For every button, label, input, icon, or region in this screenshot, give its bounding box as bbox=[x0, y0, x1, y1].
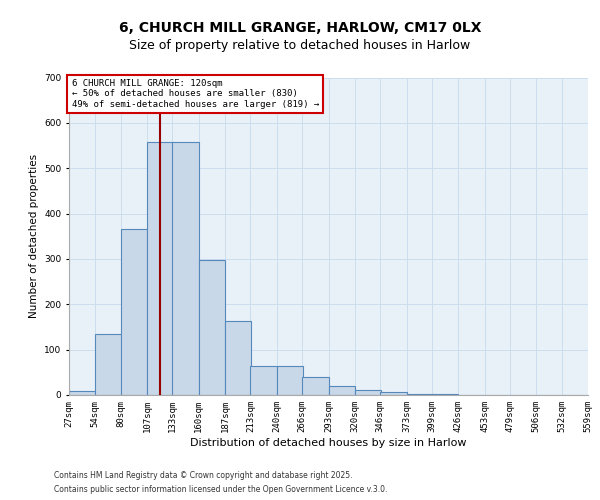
Bar bbox=[199, 260, 225, 395]
Bar bbox=[69, 392, 95, 395]
Text: Contains public sector information licensed under the Open Government Licence v.: Contains public sector information licen… bbox=[54, 484, 388, 494]
Text: Size of property relative to detached houses in Harlow: Size of property relative to detached ho… bbox=[130, 40, 470, 52]
Bar bbox=[302, 377, 329, 395]
Bar bbox=[432, 394, 458, 395]
Bar bbox=[329, 386, 355, 395]
Y-axis label: Number of detached properties: Number of detached properties bbox=[29, 154, 38, 318]
Bar bbox=[407, 394, 433, 395]
Bar bbox=[172, 142, 199, 395]
Bar bbox=[121, 230, 147, 395]
X-axis label: Distribution of detached houses by size in Harlow: Distribution of detached houses by size … bbox=[190, 438, 467, 448]
Bar bbox=[380, 392, 407, 395]
Text: Contains HM Land Registry data © Crown copyright and database right 2025.: Contains HM Land Registry data © Crown c… bbox=[54, 472, 353, 480]
Bar bbox=[355, 390, 381, 395]
Text: 6 CHURCH MILL GRANGE: 120sqm
← 50% of detached houses are smaller (830)
49% of s: 6 CHURCH MILL GRANGE: 120sqm ← 50% of de… bbox=[71, 79, 319, 109]
Bar bbox=[250, 366, 277, 395]
Text: 6, CHURCH MILL GRANGE, HARLOW, CM17 0LX: 6, CHURCH MILL GRANGE, HARLOW, CM17 0LX bbox=[119, 20, 481, 34]
Bar bbox=[225, 321, 251, 395]
Bar bbox=[95, 334, 122, 395]
Bar bbox=[277, 366, 303, 395]
Bar bbox=[147, 142, 173, 395]
